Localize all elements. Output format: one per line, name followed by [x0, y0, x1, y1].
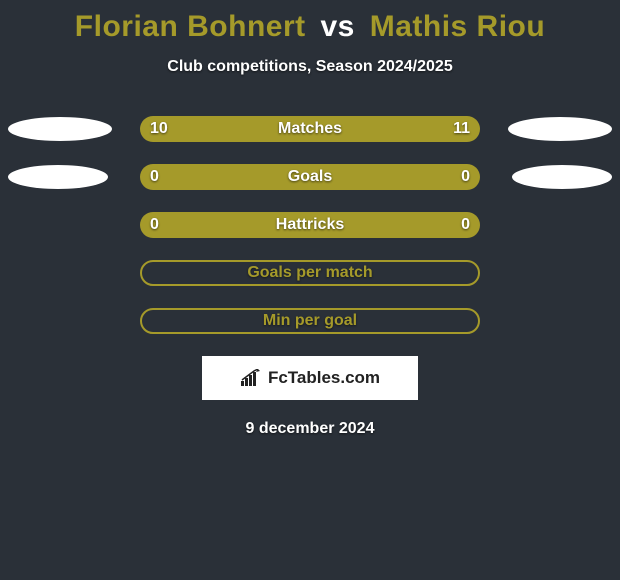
right-ellipse: [508, 117, 612, 141]
stat-label: Min per goal: [263, 312, 357, 330]
vs-separator: vs: [320, 10, 354, 43]
brand-text: FcTables.com: [268, 368, 380, 388]
stat-pill: Goals 0 0: [140, 164, 480, 190]
left-ellipse: [8, 117, 112, 141]
stats-container: Matches 10 11 Goals 0 0 Hattricks 0 0 Goals per m…: [0, 116, 620, 334]
stat-value-right: 0: [461, 168, 470, 186]
right-ellipse: [512, 165, 612, 189]
stat-label: Goals per match: [247, 264, 372, 282]
bar-chart-icon: [240, 369, 262, 387]
stat-value-left: 10: [150, 120, 168, 138]
subtitle: Club competitions, Season 2024/2025: [0, 58, 620, 76]
player1-name: Florian Bohnert: [75, 10, 306, 43]
stat-value-right: 11: [453, 120, 470, 138]
stat-value-left: 0: [150, 216, 159, 234]
stat-pill: Goals per match: [140, 260, 480, 286]
stat-value-right: 0: [461, 216, 470, 234]
stat-row: Goals per match: [0, 260, 620, 286]
stat-label: Goals: [288, 168, 332, 186]
stat-pill: Matches 10 11: [140, 116, 480, 142]
left-ellipse: [8, 165, 108, 189]
stat-pill: Hattricks 0 0: [140, 212, 480, 238]
stat-row: Min per goal: [0, 308, 620, 334]
date-text: 9 december 2024: [0, 420, 620, 438]
stat-value-left: 0: [150, 168, 159, 186]
stat-label: Matches: [278, 120, 342, 138]
stat-pill: Min per goal: [140, 308, 480, 334]
stat-row: Matches 10 11: [0, 116, 620, 142]
player2-name: Mathis Riou: [370, 10, 546, 43]
stat-row: Goals 0 0: [0, 164, 620, 190]
stat-row: Hattricks 0 0: [0, 212, 620, 238]
page-title: Florian Bohnert vs Mathis Riou: [0, 0, 620, 44]
stat-label: Hattricks: [276, 216, 344, 234]
brand-badge: FcTables.com: [202, 356, 418, 400]
